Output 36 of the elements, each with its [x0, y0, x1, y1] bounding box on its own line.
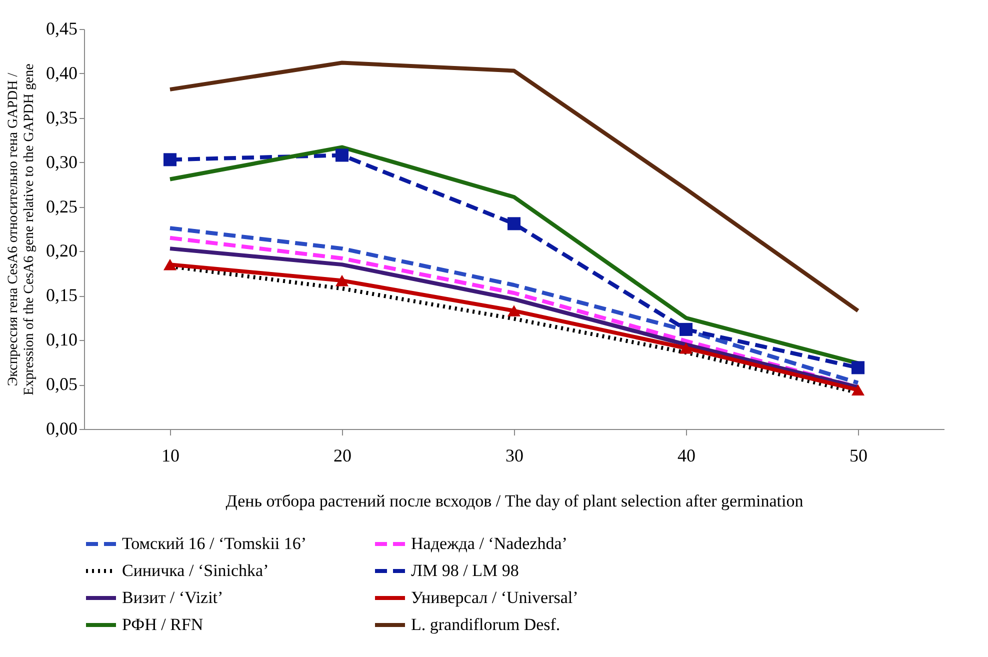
point: [335, 274, 349, 286]
point: [507, 305, 521, 316]
legend-label: ЛМ 98 / LM 98: [411, 561, 519, 580]
legend-label: Томский 16 / ‘Tomskii 16’: [122, 534, 307, 553]
legend-label: L. grandiflorum Desf.: [411, 615, 560, 634]
y-tick-label: 0,20: [46, 240, 78, 261]
y-tick-label: 0,40: [46, 62, 78, 83]
line-series: [168, 60, 860, 313]
point: [163, 153, 177, 166]
legend-label: РФН / RFN: [122, 615, 204, 634]
x-tick-label: 20: [334, 446, 352, 466]
point: [851, 384, 865, 396]
legend-label: Визит / ‘Vizit’: [122, 588, 224, 607]
x-tick-label: 40: [678, 446, 696, 466]
x-tick-label: 50: [850, 446, 868, 466]
y-tick-label: 0,10: [46, 330, 78, 350]
y-tick-label: 0,30: [46, 152, 78, 172]
y-tick-label: 0,25: [46, 196, 78, 216]
point: [679, 342, 693, 354]
x-tick-label: 10: [162, 446, 180, 466]
y-tick-label: 0,05: [46, 374, 78, 394]
point: [679, 322, 693, 336]
point: [163, 258, 177, 270]
point: [851, 361, 865, 374]
y-tick-label: 0,35: [46, 107, 78, 128]
x-tick-label: 30: [506, 446, 524, 466]
x-axis-title: День отбора растений после всходов / The day of plant selection after germination: [226, 492, 804, 510]
legend-label: Синичка / ‘Sinichka’: [122, 561, 269, 580]
point: [335, 148, 349, 162]
legend-label: Универсал / ‘Universal’: [411, 588, 578, 607]
y-tick-label: 0,00: [46, 418, 78, 438]
legend-label: Надежда / ‘Nadezhda’: [411, 534, 568, 553]
y-tick-label: 0,45: [46, 18, 78, 38]
point: [507, 217, 521, 230]
y-axis-title: Экспрессия гена CesA6 относительно гена GAPDH / Expression of the CesA6 gene relative to the GAPDH gene: [6, 64, 37, 396]
y-tick-label: 0,15: [46, 285, 78, 306]
